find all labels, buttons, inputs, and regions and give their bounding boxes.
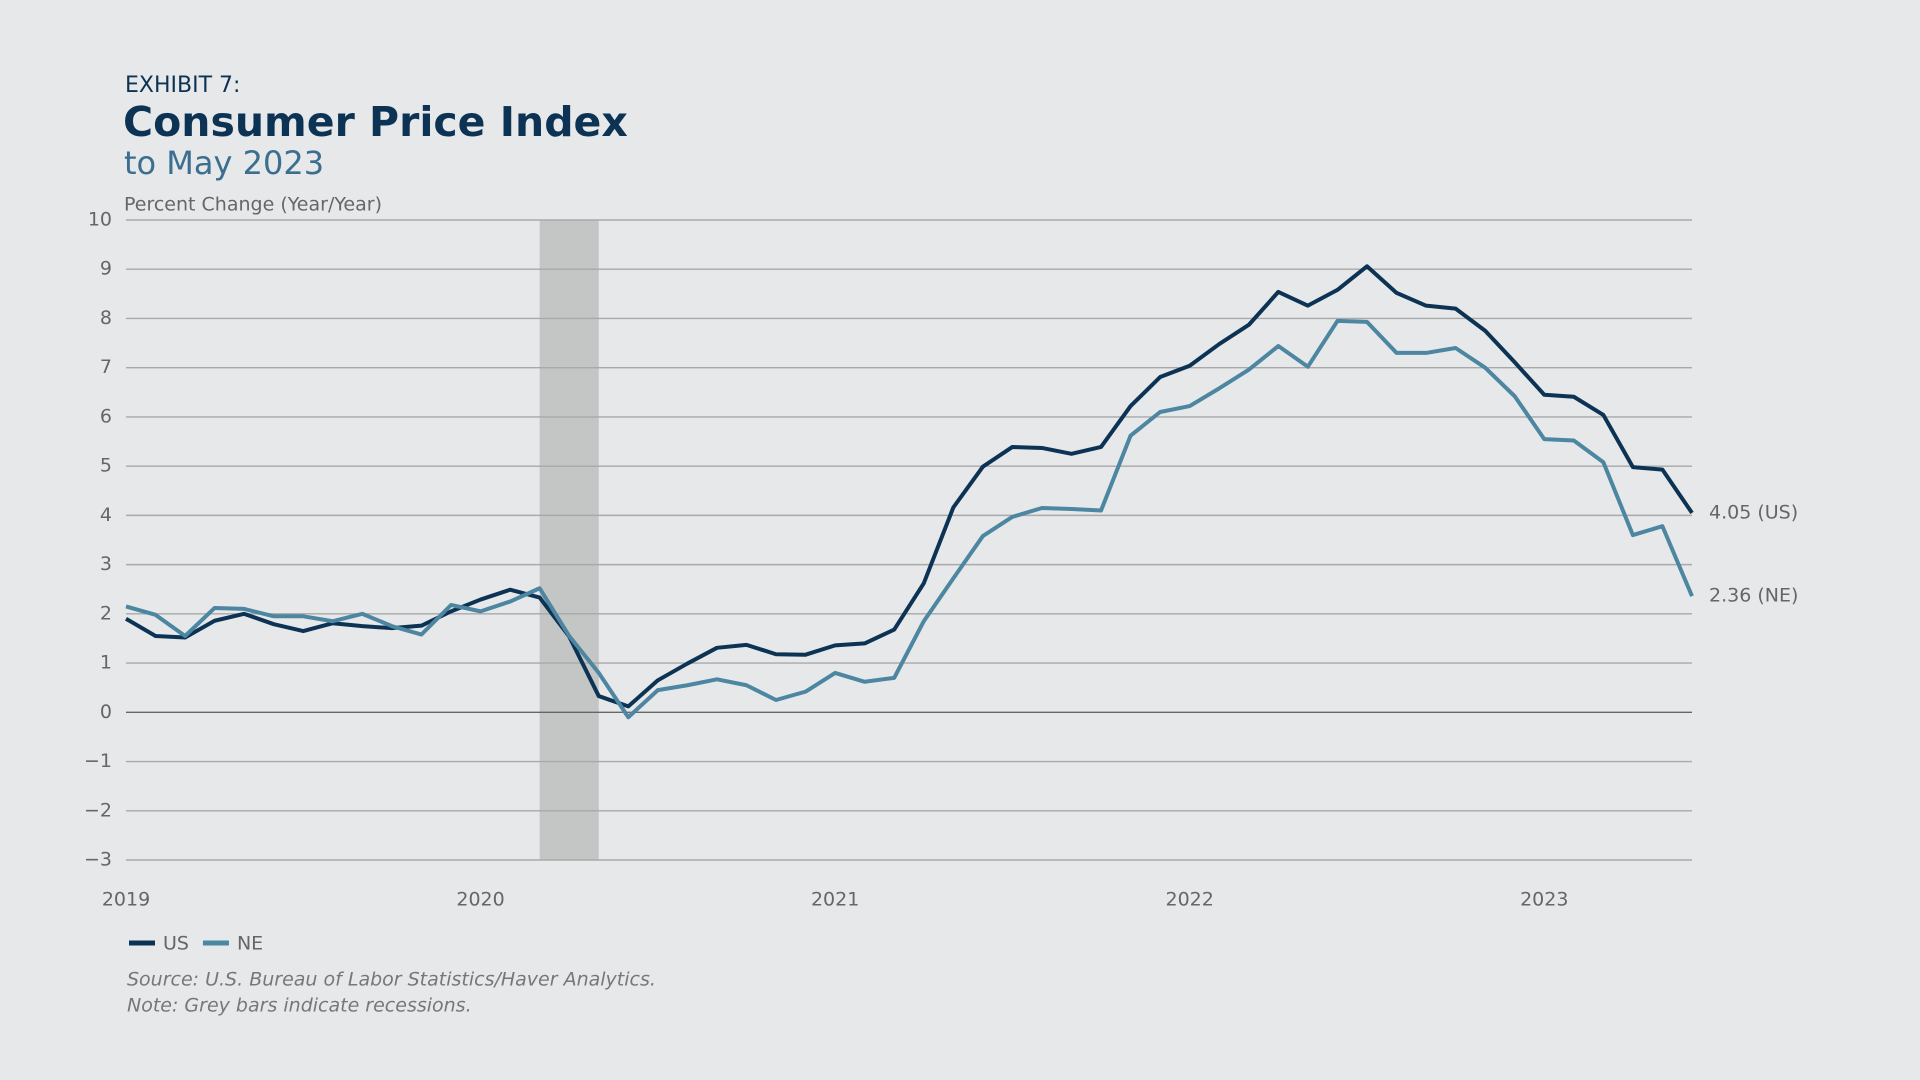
y-tick-label: −2 [84,799,112,821]
y-tick-label: 3 [100,553,112,575]
y-tick-label: −1 [84,750,112,772]
y-tick-label: −3 [84,849,112,871]
y-tick-label: 2 [100,602,112,624]
series-line [125,318,1694,720]
series-line [124,264,1694,709]
y-tick-label: 4 [100,504,112,526]
source: Source: U.S. Bureau of Labor Statistics/… [127,969,656,991]
y-tick-label: 0 [100,701,112,723]
y-tick-label: 9 [100,258,112,280]
x-tick-label: 2023 [1520,889,1568,911]
note: Note: Grey bars indicate recessions. [127,995,472,1017]
end-label: 4.05 (US) [1709,501,1798,523]
y-axis-label: Percent Change (Year/Year) [124,194,382,216]
chart-title: Consumer Price Index [123,98,628,146]
end-label: 2.36 (NE) [1709,585,1798,607]
y-tick-label: 1 [100,652,112,674]
y-tick-label: 7 [100,356,112,378]
y-tick-label: 6 [100,405,112,427]
x-tick-label: 2022 [1166,889,1214,911]
y-tick-label: 5 [100,455,112,477]
exhibit-label: EXHIBIT 7: [125,73,240,98]
x-tick-label: 2019 [102,889,150,911]
chart-subtitle: to May 2023 [124,144,324,182]
x-tick-label: 2021 [811,889,859,911]
y-tick-label: 8 [100,307,112,329]
x-tick-label: 2020 [456,889,504,911]
legend-label: US [163,933,189,955]
recession-bar [539,220,599,860]
legend-label: NE [237,933,263,955]
y-tick-label: 10 [88,209,112,231]
